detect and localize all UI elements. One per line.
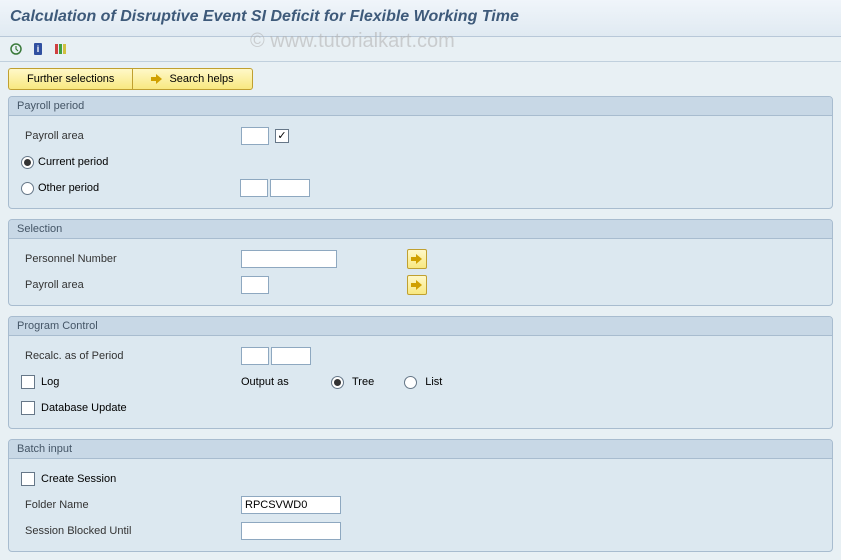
output-as-label: Output as	[241, 376, 331, 388]
session-blocked-input[interactable]	[241, 522, 341, 540]
db-update-label: Database Update	[41, 402, 127, 414]
title-bar: Calculation of Disruptive Event SI Defic…	[0, 0, 841, 37]
other-period-radio[interactable]	[21, 182, 34, 195]
payroll-area-multiselect-button[interactable]	[407, 275, 427, 295]
page-title: Calculation of Disruptive Event SI Defic…	[10, 8, 831, 26]
other-period-input-2[interactable]	[270, 179, 310, 197]
program-control-group: Program Control Recalc. as of Period Log…	[8, 316, 833, 429]
other-period-label: Other period	[38, 182, 240, 194]
further-selections-button[interactable]: Further selections	[8, 68, 132, 90]
arrow-right-icon	[411, 280, 423, 290]
output-tree-radio[interactable]	[331, 376, 344, 389]
payroll-area-required-icon	[275, 129, 289, 143]
selection-group: Selection Personnel Number Payroll area	[8, 219, 833, 306]
execute-icon[interactable]	[8, 41, 26, 57]
payroll-area-label: Payroll area	[21, 130, 241, 142]
selection-payroll-area-input[interactable]	[241, 276, 269, 294]
folder-name-label: Folder Name	[21, 499, 241, 511]
program-control-header: Program Control	[9, 317, 832, 336]
create-session-label: Create Session	[41, 473, 116, 485]
variant-icon[interactable]	[52, 41, 70, 57]
other-period-input-1[interactable]	[240, 179, 268, 197]
arrow-right-icon	[411, 254, 423, 264]
search-helps-label: Search helps	[169, 73, 233, 85]
button-toolbar: Further selections Search helps	[0, 62, 841, 96]
create-session-checkbox[interactable]	[21, 472, 35, 486]
batch-input-group: Batch input Create Session Folder Name S…	[8, 439, 833, 552]
svg-text:i: i	[37, 44, 40, 54]
batch-input-header: Batch input	[9, 440, 832, 459]
output-list-radio[interactable]	[404, 376, 417, 389]
info-icon[interactable]: i	[30, 41, 48, 57]
arrow-right-icon	[151, 74, 163, 84]
further-selections-label: Further selections	[27, 73, 114, 85]
selection-payroll-area-label: Payroll area	[21, 279, 241, 291]
db-update-checkbox[interactable]	[21, 401, 35, 415]
personnel-number-input[interactable]	[241, 250, 337, 268]
payroll-period-group: Payroll period Payroll area Current peri…	[8, 96, 833, 209]
log-label: Log	[41, 376, 241, 388]
recalc-label: Recalc. as of Period	[21, 350, 241, 362]
session-blocked-label: Session Blocked Until	[21, 525, 241, 537]
selection-header: Selection	[9, 220, 832, 239]
search-helps-button[interactable]: Search helps	[132, 68, 252, 90]
personnel-number-multiselect-button[interactable]	[407, 249, 427, 269]
output-tree-label: Tree	[352, 376, 374, 388]
output-list-label: List	[425, 376, 442, 388]
recalc-input-1[interactable]	[241, 347, 269, 365]
current-period-label: Current period	[38, 156, 108, 168]
personnel-number-label: Personnel Number	[21, 253, 241, 265]
payroll-area-input[interactable]	[241, 127, 269, 145]
current-period-radio[interactable]	[21, 156, 34, 169]
icon-toolbar: i	[0, 37, 841, 62]
folder-name-input[interactable]	[241, 496, 341, 514]
content-area: Payroll period Payroll area Current peri…	[0, 96, 841, 560]
payroll-period-header: Payroll period	[9, 97, 832, 116]
recalc-input-2[interactable]	[271, 347, 311, 365]
log-checkbox[interactable]	[21, 375, 35, 389]
